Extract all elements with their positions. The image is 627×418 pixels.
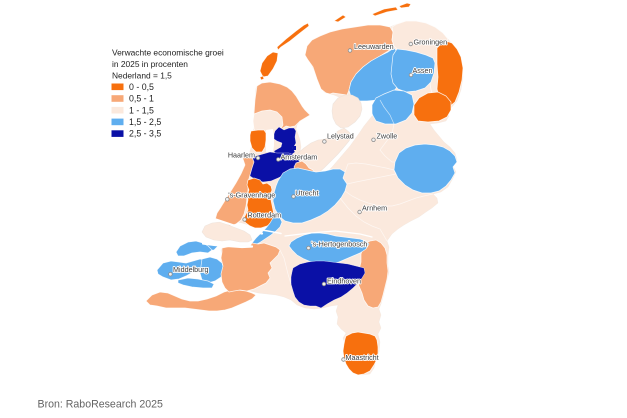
svg-text:Amsterdam: Amsterdam (281, 153, 318, 162)
svg-text:1 - 1,5: 1 - 1,5 (129, 105, 154, 115)
svg-text:Lelystad: Lelystad (327, 132, 354, 141)
svg-text:Utrecht: Utrecht (295, 189, 318, 198)
svg-text:Assen: Assen (413, 66, 433, 75)
svg-text:Middelburg: Middelburg (173, 265, 209, 274)
svg-text:0 - 0,5: 0 - 0,5 (129, 82, 154, 92)
svg-text:Verwachte economische groei: Verwachte economische groei (112, 48, 224, 58)
svg-text:in 2025 in procenten: in 2025 in procenten (112, 59, 188, 69)
svg-text:2,5 - 3,5: 2,5 - 3,5 (129, 129, 161, 139)
svg-text:Zwolle: Zwolle (377, 132, 398, 141)
svg-text:0,5 - 1: 0,5 - 1 (129, 94, 154, 104)
svg-text:'s-Hertogenbosch: 's-Hertogenbosch (311, 239, 367, 248)
svg-text:Eindhoven: Eindhoven (327, 277, 361, 286)
svg-text:Leeuwarden: Leeuwarden (354, 42, 394, 51)
svg-text:Rotterdam: Rotterdam (248, 211, 282, 220)
svg-text:Groningen: Groningen (414, 38, 448, 47)
svg-text:Bron: RaboResearch 2025: Bron: RaboResearch 2025 (38, 399, 164, 411)
svg-text:Haarlem: Haarlem (228, 151, 255, 160)
svg-text:Arnhem: Arnhem (362, 204, 387, 213)
svg-text:1,5 - 2,5: 1,5 - 2,5 (129, 117, 161, 127)
svg-text:Maastricht: Maastricht (346, 353, 379, 362)
svg-text:'s-Gravenhage: 's-Gravenhage (228, 190, 275, 199)
svg-text:Nederland = 1,5: Nederland = 1,5 (112, 71, 172, 81)
